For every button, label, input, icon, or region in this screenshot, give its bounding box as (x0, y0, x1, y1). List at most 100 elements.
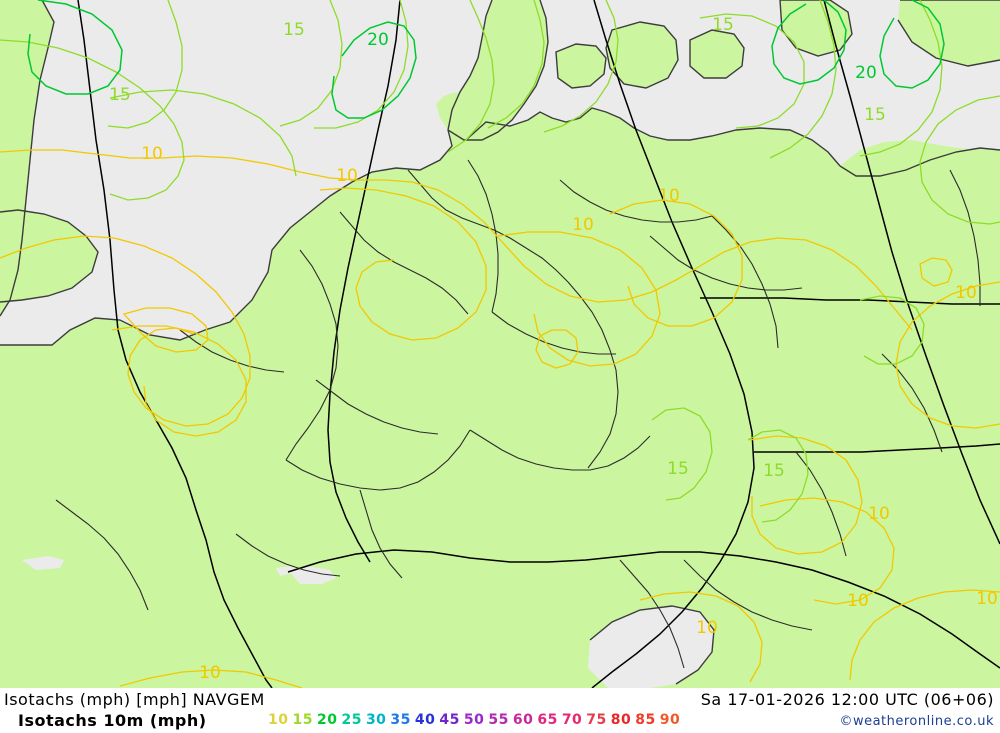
isotach-10-west-cell (111, 325, 247, 437)
legend-value-45[interactable]: 45 (439, 712, 460, 728)
legend-value-85[interactable]: 85 (635, 712, 656, 728)
isotach-10-de-north (609, 199, 743, 327)
state-border-bw-by (359, 489, 403, 579)
land-east-anglia (0, 210, 98, 302)
state-border-at-internal (619, 559, 685, 669)
legend-value-15[interactable]: 15 (292, 712, 313, 728)
state-border-nrw-west (285, 249, 339, 461)
contour-label-15-11: 15 (763, 461, 785, 481)
legend-value-90[interactable]: 90 (659, 712, 681, 728)
contour-label-20-4: 20 (855, 63, 877, 83)
legend-value-40[interactable]: 40 (414, 712, 436, 728)
legend-value-35[interactable]: 35 (390, 712, 411, 728)
border-cz-east (591, 0, 755, 688)
contour-label-10-17: 10 (199, 663, 221, 683)
land-fyn (556, 44, 606, 88)
coast-baltic-de (465, 107, 841, 167)
state-border-nrw-north (339, 211, 469, 315)
state-border-ch-north (235, 533, 341, 577)
isotach-10-south (119, 669, 303, 688)
isotach-15-far-e (919, 95, 1000, 225)
state-border-fr-ch (55, 499, 149, 611)
legend-scale[interactable]: 10 15 20 25 30 35 40 45 50 55 60 65 70 75 80 85 90 (268, 712, 684, 728)
isotach-10-small-ring (122, 307, 209, 353)
isotach-10-nl (319, 187, 487, 341)
contour-label-10-16: 10 (696, 618, 718, 638)
isotach-10-ring-e (919, 257, 953, 287)
contour-label-10-12: 10 (868, 504, 890, 524)
state-border-ns-st (467, 159, 499, 313)
state-border-bb-pl (711, 215, 779, 349)
border-alps (287, 549, 1000, 669)
copyright-notice: ©weatheronline.co.uk (839, 714, 994, 729)
isotach-10-tiny-ring (535, 329, 579, 369)
isotach-15-sjaelland (543, 0, 619, 133)
legend-value-55[interactable]: 55 (488, 712, 509, 728)
contour-label-10-14: 10 (976, 589, 998, 609)
state-border-by-north (469, 429, 651, 471)
isotach-10-de-centre (497, 231, 661, 367)
isotach-20-ne-cell (771, 0, 847, 85)
land-poland-coast (840, 140, 1000, 200)
isotach-10-north (0, 149, 913, 331)
grey-lake-geneva (22, 556, 64, 570)
contour-labels: 15 20 15 15 20 15 10 10 10 10 10 15 10 10 10 15 10 10 (109, 15, 998, 683)
isotach-15-nw2 (109, 89, 297, 177)
state-border-mv-bb (559, 179, 713, 223)
isotach-15-baltic-ne (859, 0, 943, 157)
coast-fyn (555, 43, 607, 89)
state-border-at-hu (683, 559, 813, 631)
coast-nl-be-de (0, 129, 453, 346)
state-border-th-sn (567, 281, 619, 469)
contour-label-15-15: 15 (667, 459, 689, 479)
isotach-contours-15 (0, 0, 1000, 523)
state-border-th-hessen (491, 311, 616, 355)
isotach-10-se (849, 589, 1000, 681)
isotach-15-baltic-e (769, 0, 837, 159)
state-border-rlp-hessen (315, 379, 439, 435)
isotach-15-dk-w (279, 0, 343, 127)
legend-value-70[interactable]: 70 (561, 712, 583, 728)
coast-baltic-pl (839, 147, 1000, 177)
legend-value-65[interactable]: 65 (537, 712, 558, 728)
contour-label-15-2: 15 (283, 20, 305, 40)
footer-valid-time: Sa 17-01-2026 12:00 UTC (06+06) (700, 690, 994, 709)
isotach-15-nw (0, 39, 185, 201)
state-border-rlp-south (285, 429, 471, 491)
isotach-contours-20 (27, 0, 945, 119)
map-canvas[interactable]: .land { fill: #ccf5a0; stroke: none; } .… (0, 0, 1000, 688)
isotach-15-nw3 (107, 0, 183, 129)
legend-value-30[interactable]: 30 (365, 712, 387, 728)
land-danish-island-east (690, 30, 744, 78)
state-border-ns-nrw (407, 169, 569, 283)
legend-value-20[interactable]: 20 (316, 712, 338, 728)
contour-label-10-13: 10 (847, 591, 869, 611)
state-border-pl-internal (881, 353, 943, 453)
state-border-nl-internal (179, 329, 285, 373)
contour-label-10-10: 10 (955, 283, 977, 303)
coast-adriatic (589, 605, 715, 685)
grey-po-adriatic (588, 606, 714, 688)
land-sjaelland (606, 22, 678, 88)
coast-sjaelland (605, 21, 679, 89)
coastlines (0, 0, 1000, 685)
isotach-10-alps-east (639, 591, 763, 683)
isotach-10-pl-cell (759, 497, 895, 605)
isotach-20-nw-cell (27, 0, 123, 95)
isotach-15-cz-cell2 (651, 407, 713, 501)
legend-value-80[interactable]: 80 (610, 712, 632, 728)
legend-value-60[interactable]: 60 (512, 712, 534, 728)
legend-value-50[interactable]: 50 (463, 712, 485, 728)
coast-jutland-east (447, 0, 549, 141)
map-svg: .land { fill: #ccf5a0; stroke: none; } .… (0, 0, 1000, 688)
isotach-20-ne-cell2 (879, 0, 945, 89)
border-de-pl-east (700, 297, 1000, 305)
legend-value-10[interactable]: 10 (268, 712, 289, 728)
contour-label-15-5: 15 (864, 105, 886, 125)
contour-label-15-3: 15 (712, 15, 734, 35)
coast-danish-island-east (689, 29, 745, 79)
legend-value-75[interactable]: 75 (586, 712, 607, 728)
coast-jutland-west (447, 0, 493, 131)
legend-value-25[interactable]: 25 (341, 712, 362, 728)
